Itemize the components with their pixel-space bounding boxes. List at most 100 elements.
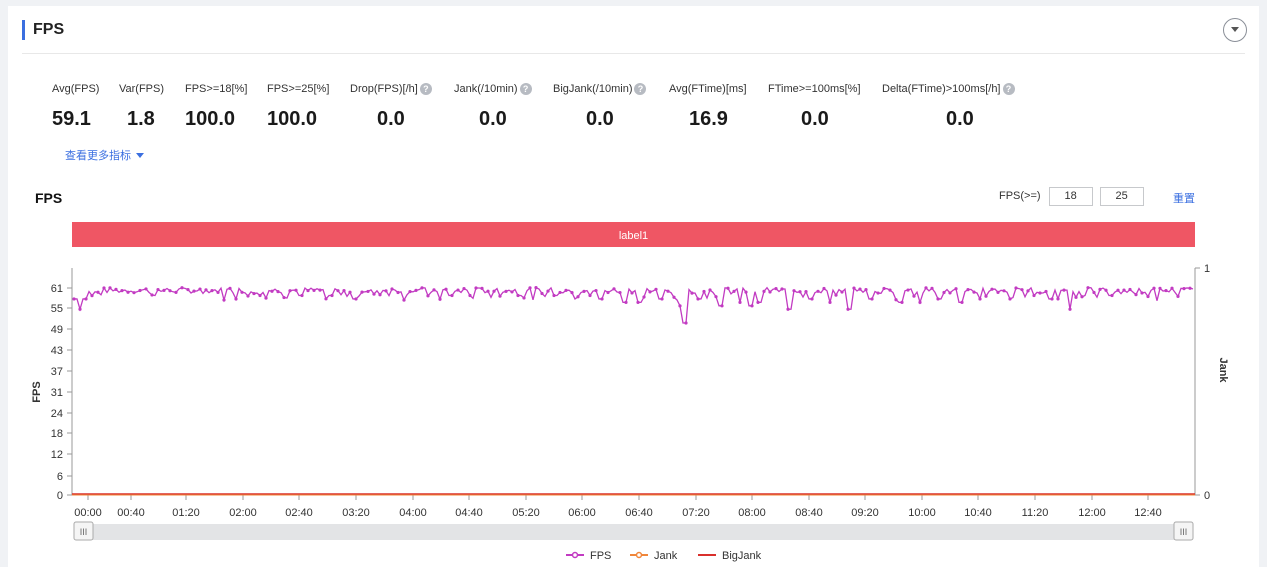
fps-point [642,295,646,299]
fps-point [1134,293,1138,297]
metric-value: 0.0 [946,108,974,130]
metric-delta-ftime: Delta(FTime)>100ms[/h]? 0.0 [882,82,1015,130]
fps-point [756,300,760,304]
fps-point [594,288,598,293]
fps-point [732,289,736,293]
fps-point [648,290,652,294]
fps-point [798,290,802,294]
chevron-down-icon [1231,27,1239,32]
fps-point [804,289,808,294]
x-tick-label: 02:40 [285,507,313,519]
y-tick-label: 24 [51,408,63,420]
fps-point [504,289,508,294]
caret-down-icon [136,152,144,158]
fps-point [840,290,844,294]
fps-point [1176,294,1180,298]
collapse-button[interactable] [1223,18,1247,42]
fps-point [474,286,478,290]
fps-point [780,287,784,291]
legend-item-fps[interactable]: FPS [566,550,611,562]
fps-point [624,300,628,304]
fps-point [324,297,328,301]
fps-point [270,289,274,293]
fps-point [84,297,88,301]
x-tick-label: 00:40 [117,507,145,519]
fps-threshold-control: FPS(>=) [999,186,1144,206]
metric-label: Var(FPS) [119,83,165,95]
metric-value: 100.0 [185,108,236,130]
y-tick-label: 49 [51,324,63,336]
help-icon[interactable]: ? [519,83,532,95]
x-tick-label: 06:00 [568,507,596,519]
threshold-input-1[interactable] [1048,186,1093,206]
fps-point [570,291,574,295]
fps-point [1128,287,1132,292]
metric-jank: Jank(/10min)? 0.0 [454,82,532,130]
metric-bigjank: BigJank(/10min)? 0.0 [553,82,647,130]
fps-point [246,294,250,298]
y-tick-label: 55 [51,303,63,315]
y-tick-label: 37 [51,366,63,378]
fps-point [1008,297,1012,301]
fps-point [912,294,916,298]
fps-point [468,293,472,298]
fps-point [330,293,334,298]
fps-point [72,297,76,301]
fps-point [150,293,154,297]
metric-label: FPS>=25[%] [267,83,330,95]
fps-point [534,286,538,290]
fps-point [1026,289,1030,293]
legend-marker [571,551,579,559]
threshold-input-2[interactable] [1099,186,1144,206]
x-tick-label: 04:00 [399,507,427,519]
fps-point [900,300,904,304]
legend-marker [635,551,643,559]
fps-point [414,288,418,292]
fps-point [726,286,730,290]
more-metrics-link[interactable]: 查看更多指标 [65,147,144,163]
fps-point [234,297,238,301]
y-tick-label: 0 [57,490,63,502]
legend-item-bigjank[interactable]: BigJank [698,550,762,562]
grip-icon: III [80,527,88,537]
fps-point [510,290,514,294]
fps-point [1068,307,1072,311]
reset-button[interactable]: 重置 [1173,193,1195,205]
legend-item-jank[interactable]: Jank [630,550,678,562]
fps-point [300,293,304,298]
fps-point [744,290,748,294]
fps-point [102,286,106,290]
x-tick-label: 00:00 [74,507,102,519]
fps-point [882,286,886,291]
fps-point [600,297,604,301]
x-tick-label: 01:20 [172,507,200,519]
fps-point [210,288,214,293]
x-tick-label: 11:20 [1022,507,1049,519]
divider [22,53,1245,54]
metric-label-text: Drop(FPS)[/h] [350,83,418,95]
fps-point [876,291,880,295]
zoom-handle-left[interactable] [73,521,94,541]
more-metrics-label: 查看更多指标 [65,150,131,162]
y-tick-label: 31 [51,387,63,399]
zoom-handle-right[interactable] [1173,521,1194,541]
help-icon[interactable]: ? [634,83,647,95]
help-icon[interactable]: ? [419,83,432,95]
y2-tick-label: 1 [1204,263,1210,275]
y-tick-label: 6 [57,471,63,483]
fps-point [762,289,766,293]
fps-point [828,300,832,304]
fps-point [438,297,442,301]
x-tick-label: 03:20 [342,507,370,519]
y2-axis-title: Jank [1217,357,1229,383]
help-icon[interactable]: ? [1002,83,1015,95]
fps-point [516,293,520,298]
fps-point [258,293,262,298]
metric-value: 0.0 [586,108,614,130]
metric-value: 100.0 [267,108,318,130]
metric-label: Delta(FTime)>100ms[/h]? [882,82,1015,96]
fps-point [978,297,982,301]
fps-point [966,288,970,292]
fps-point [252,291,256,296]
